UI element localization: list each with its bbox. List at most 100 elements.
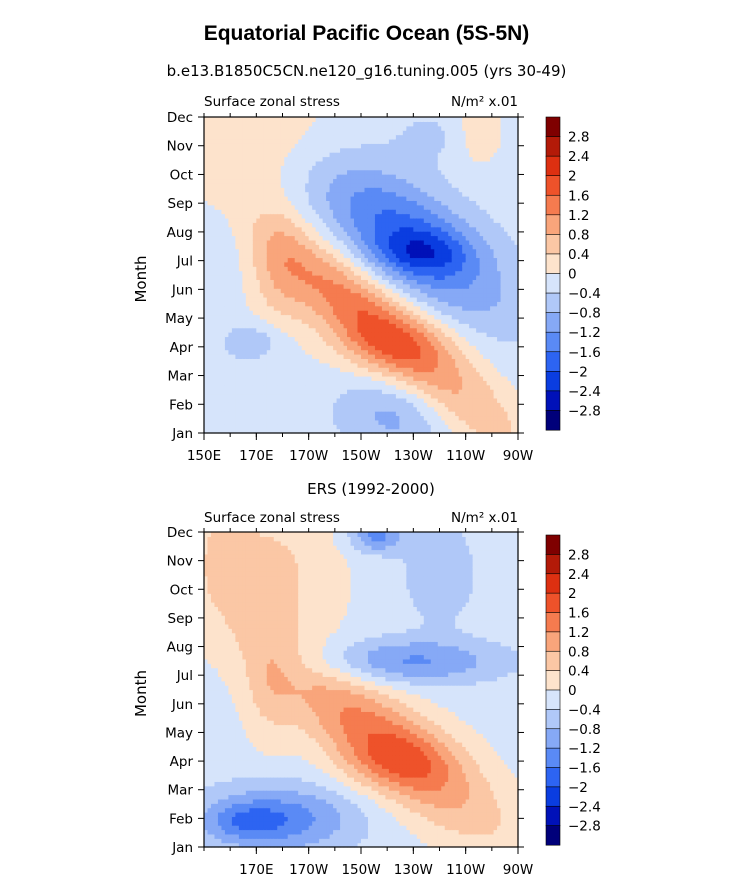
heatmap-cell [242, 169, 247, 175]
heatmap-cell [409, 349, 414, 355]
heatmap-cell [273, 178, 278, 184]
heatmap-cell [228, 200, 233, 206]
heatmap-cell [413, 160, 418, 166]
heatmap-cell [434, 323, 439, 329]
heatmap-cell [364, 222, 369, 228]
heatmap-cell [361, 402, 366, 408]
heatmap-cell [259, 336, 264, 342]
heatmap-cell [430, 266, 435, 272]
heatmap-cell [361, 336, 366, 342]
heatmap-cell [371, 121, 376, 127]
heatmap-cell [333, 279, 338, 285]
heatmap-cell [263, 367, 268, 373]
heatmap-cell [235, 217, 240, 223]
heatmap-cell [204, 117, 209, 122]
heatmap-cell [427, 174, 432, 180]
heatmap-cell [413, 283, 418, 289]
heatmap-cell [326, 310, 331, 316]
heatmap-cell [371, 318, 376, 324]
heatmap-cell [210, 270, 216, 276]
heatmap-cell [367, 292, 373, 298]
heatmap-cell [364, 117, 369, 122]
heatmap-cell [441, 270, 446, 276]
heatmap-cell [399, 196, 404, 201]
heatmap-cell [221, 332, 226, 338]
heatmap-cell [434, 371, 439, 377]
heatmap-cell [367, 130, 373, 136]
heatmap-cell [270, 375, 275, 381]
heatmap-cell [242, 310, 247, 316]
heatmap-cell [210, 327, 216, 333]
heatmap-cell [361, 310, 366, 316]
heatmap-cell [249, 310, 254, 316]
heatmap-cell [340, 248, 345, 254]
heatmap-cell [315, 288, 320, 294]
heatmap-cell [214, 200, 219, 206]
heatmap-cell [252, 406, 257, 412]
heatmap-cell [266, 323, 271, 329]
heatmap-cell [326, 178, 331, 184]
heatmap-cell [378, 187, 383, 193]
heatmap-cell [301, 389, 306, 395]
heatmap-cell [388, 318, 393, 324]
heatmap-cell [381, 143, 387, 149]
heatmap-cell [210, 323, 216, 329]
heatmap-cell [423, 428, 428, 434]
heatmap-cell [210, 354, 216, 359]
heatmap-cell [228, 257, 233, 263]
heatmap-cell [231, 367, 236, 373]
heatmap-cell [395, 182, 400, 188]
heatmap-cell [322, 253, 327, 259]
heatmap-cell [210, 336, 216, 342]
heatmap-cell [374, 117, 380, 122]
heatmap-cell [291, 358, 296, 364]
heatmap-cell [343, 117, 348, 122]
heatmap-cell [409, 261, 414, 267]
heatmap-cell [406, 117, 411, 122]
heatmap-cell [361, 419, 366, 425]
heatmap-cell [294, 217, 299, 223]
heatmap-cell [423, 117, 428, 122]
heatmap-cell [284, 147, 289, 153]
heatmap-cell [381, 288, 387, 294]
heatmap-cell [392, 191, 397, 197]
heatmap-cell [249, 283, 254, 289]
heatmap-cell [336, 354, 341, 359]
heatmap-cell [402, 178, 407, 184]
heatmap-cell [371, 428, 376, 434]
heatmap-cell [308, 358, 313, 364]
heatmap-cell [266, 371, 271, 377]
heatmap-cell [402, 345, 407, 351]
heatmap-cell [263, 349, 268, 355]
heatmap-cell [361, 327, 366, 333]
heatmap-cell [423, 257, 428, 263]
heatmap-cell [252, 393, 257, 399]
heatmap-cell [409, 336, 414, 342]
heatmap-cell [245, 178, 250, 184]
heatmap-cell [329, 340, 334, 346]
heatmap-cell [273, 305, 278, 311]
heatmap-cell [427, 156, 432, 162]
heatmap-cell [315, 253, 320, 259]
heatmap-cell [214, 239, 219, 245]
heatmap-cell [280, 428, 285, 434]
heatmap-cell [340, 327, 345, 333]
heatmap-cell [263, 323, 268, 329]
heatmap-cell [224, 248, 230, 254]
heatmap-cell [322, 248, 327, 254]
heatmap-cell [392, 323, 397, 329]
heatmap-cell [287, 174, 292, 180]
heatmap-cell [301, 375, 306, 381]
heatmap-cell [214, 257, 219, 263]
heatmap-cell [242, 332, 247, 338]
heatmap-cell [350, 411, 355, 417]
heatmap-cell [385, 283, 390, 289]
heatmap-cell [367, 209, 373, 215]
heatmap-cell [409, 305, 414, 311]
heatmap-cell [228, 191, 233, 197]
heatmap-cell [413, 279, 418, 285]
heatmap-cell [238, 371, 243, 377]
heatmap-cell [273, 279, 278, 285]
heatmap-cell [221, 349, 226, 355]
heatmap-cell [361, 209, 366, 215]
